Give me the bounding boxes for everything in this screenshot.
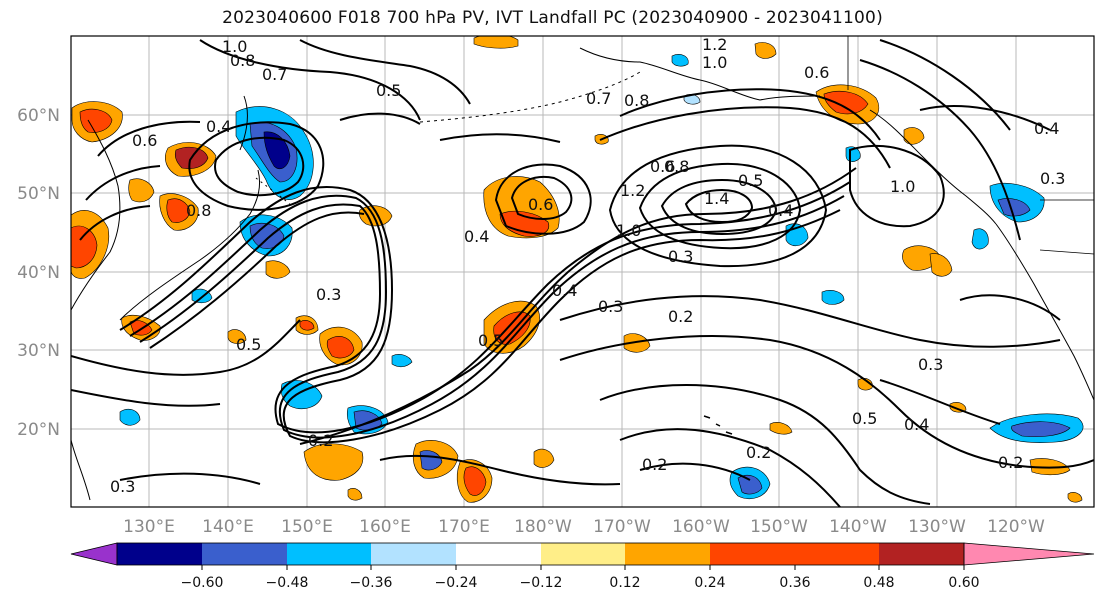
contour-labels: 1.0 0.8 0.7 0.5 0.4 0.6 1.2 1.0 0.7 0.8 … — [110, 35, 1065, 496]
colorbar-segment — [371, 543, 456, 565]
contour-label: 1.0 — [702, 53, 727, 72]
contour-label: 0.6 — [804, 63, 829, 82]
contour-label: 0.5 — [478, 331, 503, 350]
lat-label: 30°N — [17, 341, 60, 361]
lon-label: 140°W — [829, 517, 887, 537]
colorbar-tick-label: 0.60 — [948, 575, 979, 591]
latitude-labels: 60°N 50°N 40°N 30°N 20°N — [17, 106, 60, 440]
colorbar-tick-label: −0.60 — [181, 575, 224, 591]
colorbar-tick-label: −0.12 — [520, 575, 563, 591]
colorbar-ticks — [201, 565, 965, 570]
colorbar-tick-label: −0.24 — [435, 575, 478, 591]
contour-label: 0.3 — [316, 285, 341, 304]
lon-label: 170°E — [438, 517, 490, 537]
contour-label: 0.2 — [642, 455, 667, 474]
contour-label: 1.0 — [890, 177, 915, 196]
coastlines — [71, 36, 1094, 501]
longitude-labels: 130°E 140°E 150°E 160°E 170°E 180°W 170°… — [123, 517, 1045, 537]
contour-label: 0.2 — [746, 443, 771, 462]
colorbar-segment — [117, 543, 202, 565]
colorbar-tick-label: 0.48 — [863, 575, 894, 591]
contour-label: 0.8 — [230, 51, 255, 70]
contour-label: 1.0 — [222, 37, 247, 56]
colorbar-segment — [795, 543, 879, 565]
lon-label: 140°E — [202, 517, 254, 537]
colorbar-segment — [541, 543, 625, 565]
colorbar-segment — [456, 543, 541, 565]
lon-label: 120°W — [987, 517, 1045, 537]
colorbar-tick-label: 0.24 — [694, 575, 725, 591]
lat-label: 40°N — [17, 263, 60, 283]
contour-label: 0.3 — [918, 355, 943, 374]
contour-label: 0.7 — [586, 89, 611, 108]
colorbar-extend-high-outline — [963, 542, 1095, 566]
pv-contours — [71, 39, 1094, 507]
contour-label: 0.4 — [206, 117, 231, 136]
contour-label: 0.4 — [1034, 119, 1059, 138]
contour-label: 0.4 — [464, 227, 489, 246]
colorbar-segment — [287, 543, 371, 565]
lon-label: 170°W — [593, 517, 651, 537]
contour-label: 0.4 — [768, 201, 793, 220]
lon-label: 180°W — [514, 517, 572, 537]
colorbar-extend-low — [70, 542, 118, 566]
contour-label: 0.2 — [308, 431, 333, 450]
contour-label: 1.4 — [704, 189, 729, 208]
contour-label: 0.7 — [262, 65, 287, 84]
contour-label: 0.5 — [236, 335, 261, 354]
contour-label: 0.3 — [668, 247, 693, 266]
contour-label: 1.2 — [620, 181, 645, 200]
contour-label: 0.6 — [650, 157, 675, 176]
colorbar-segment — [625, 543, 710, 565]
contour-label: 0.2 — [668, 307, 693, 326]
colorbar-tick-label: −0.48 — [266, 575, 309, 591]
colorbar-tick-label: −0.36 — [350, 575, 393, 591]
contour-label: 0.5 — [852, 409, 877, 428]
map-title: 2023040600 F018 700 hPa PV, IVT Landfall… — [222, 8, 883, 28]
lon-label: 150°W — [750, 517, 808, 537]
lon-label: 160°W — [672, 517, 730, 537]
contour-label: 1.2 — [702, 35, 727, 54]
colorbar-segment — [202, 543, 287, 565]
lon-label: 130°E — [123, 517, 175, 537]
colorbar-segment — [879, 543, 964, 565]
contour-label: 0.5 — [738, 171, 763, 190]
lon-label: 150°E — [281, 517, 333, 537]
contour-label: 0.6 — [528, 195, 553, 214]
contour-label: 0.8 — [664, 157, 689, 176]
map-frame — [70, 35, 1095, 508]
contour-label: 0.8 — [624, 91, 649, 110]
lon-label: 160°E — [359, 517, 411, 537]
colorbar-tick-label: 0.12 — [609, 575, 640, 591]
lat-label: 20°N — [17, 420, 60, 440]
contour-label: 0.8 — [186, 201, 211, 220]
contour-label: 0.3 — [110, 477, 135, 496]
colorbar-extend-high — [964, 543, 1094, 565]
contour-label: 1.0 — [616, 221, 641, 240]
colorbar-segment — [710, 543, 795, 565]
contour-label: 0.6 — [132, 131, 157, 150]
lat-label: 60°N — [17, 106, 60, 126]
contour-label: 0.5 — [376, 81, 401, 100]
lat-label: 50°N — [17, 184, 60, 204]
contour-label: 0.3 — [1040, 169, 1065, 188]
lon-label: 130°W — [908, 517, 966, 537]
contour-label: 0.4 — [904, 415, 929, 434]
colorbar: −0.60 −0.48 −0.36 −0.24 −0.12 0.12 0.24 … — [70, 542, 1095, 591]
contour-label: 0.4 — [552, 281, 577, 300]
contour-label: 0.3 — [598, 297, 623, 316]
contour-label: 0.2 — [998, 453, 1023, 472]
colorbar-tick-label: 0.36 — [779, 575, 810, 591]
